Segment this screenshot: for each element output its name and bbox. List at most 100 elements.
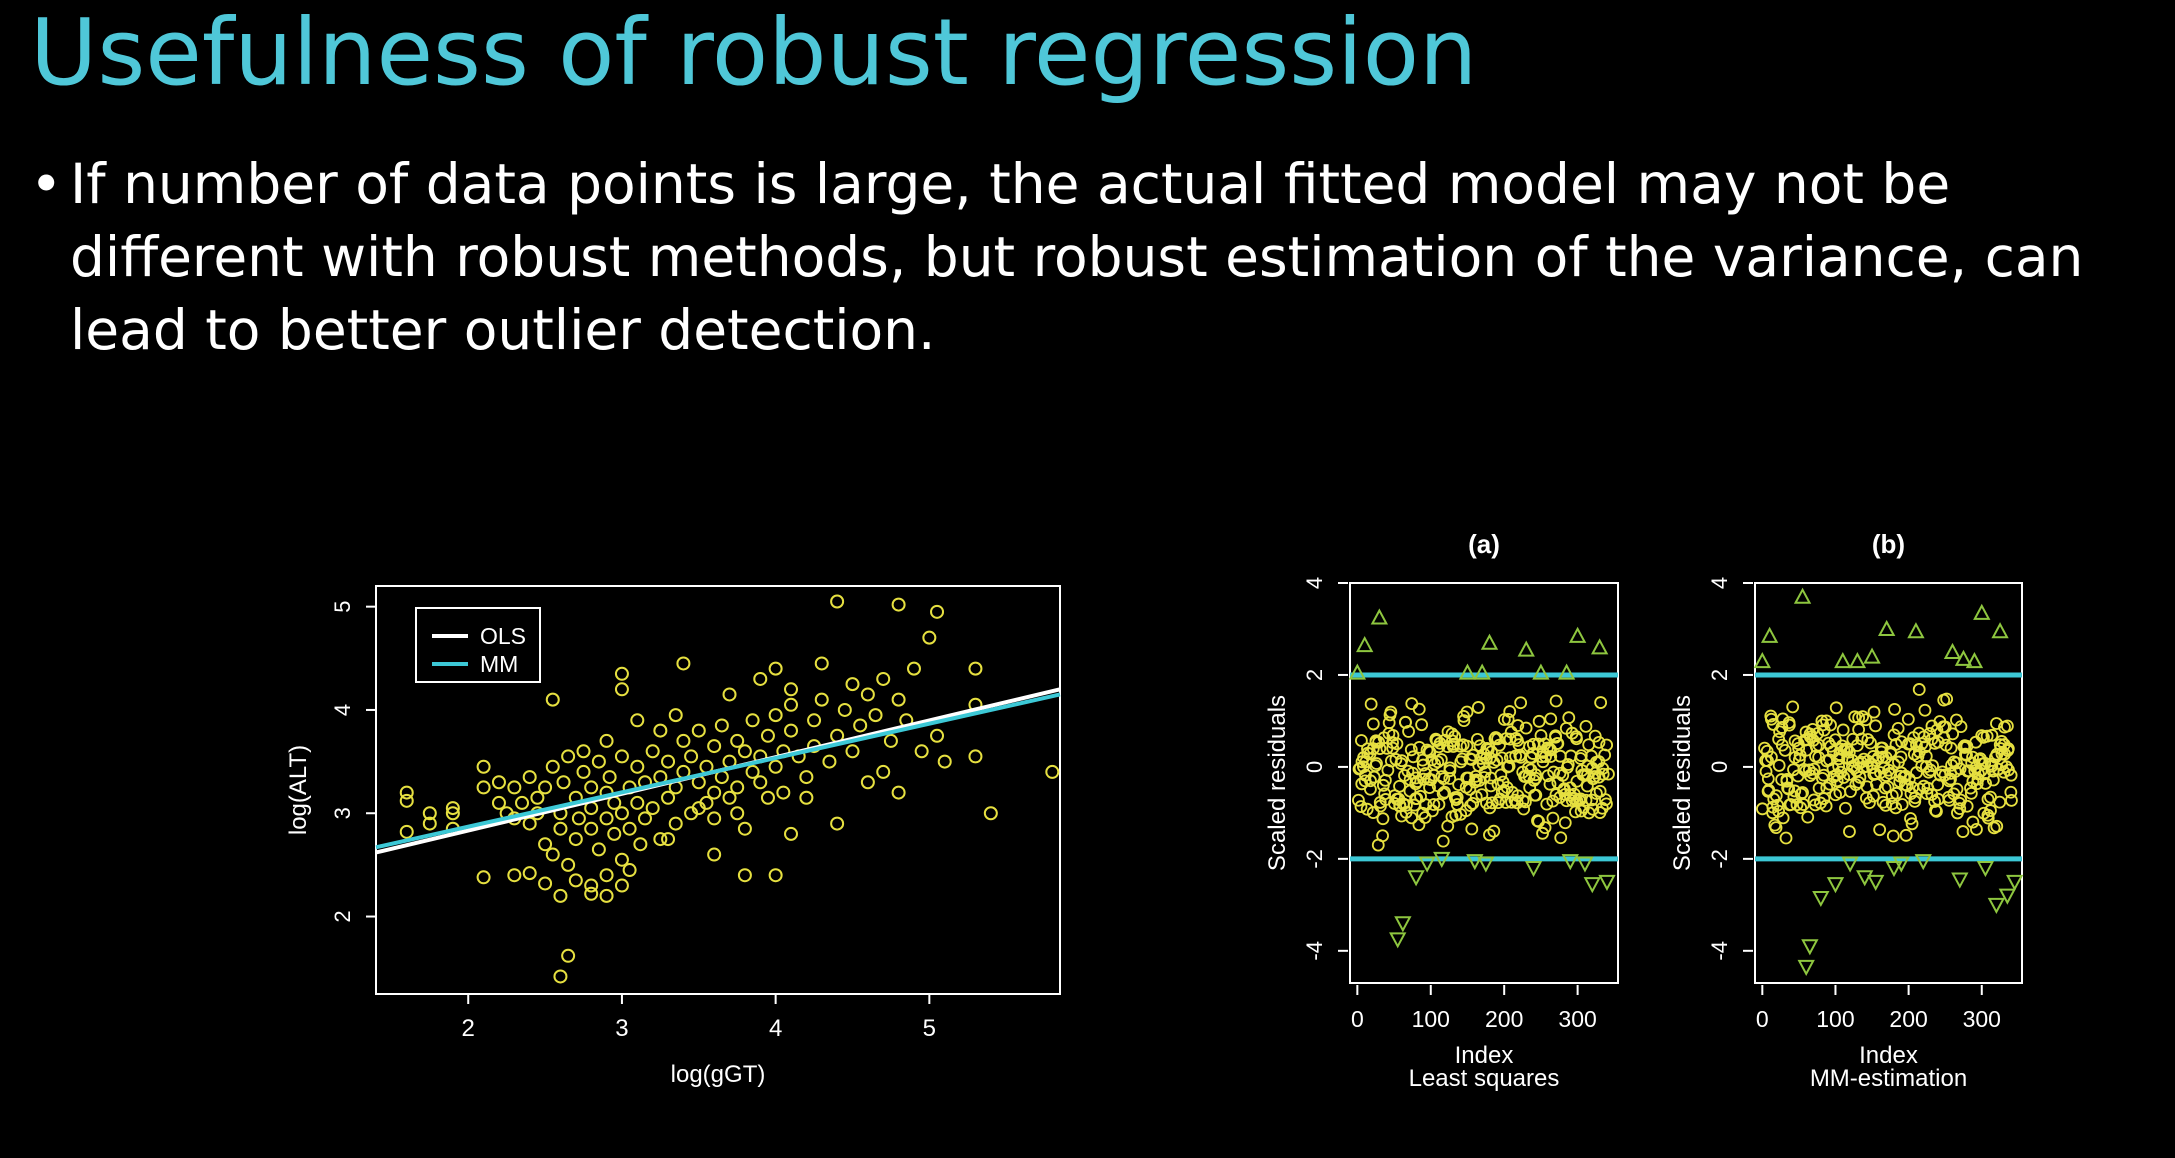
data-point (607, 826, 622, 841)
data-point (571, 811, 586, 826)
residual-point (1788, 734, 1802, 748)
residual-point (1373, 742, 1387, 755)
data-point (630, 795, 645, 810)
x-tick-label: 300 (1558, 1006, 1596, 1032)
x-tick-label: 200 (1889, 1006, 1927, 1032)
residual-point (1503, 705, 1517, 718)
data-point (784, 697, 799, 712)
data-point (630, 713, 645, 728)
data-point (576, 744, 591, 759)
residual-point (1761, 772, 1775, 786)
residual-point (1759, 765, 1773, 778)
data-point (768, 661, 783, 676)
residual-point (1427, 798, 1441, 811)
outlier-up-point (1557, 663, 1576, 680)
residual-point (1465, 822, 1479, 836)
residual-point (1460, 739, 1474, 753)
outlier-down-point (1812, 890, 1830, 908)
data-point (707, 847, 722, 862)
residual-point (1471, 733, 1484, 746)
residual-point (1960, 799, 1974, 813)
residual-point (1788, 784, 1802, 798)
y-tick-label: 2 (1707, 669, 1732, 681)
residual-point (1600, 797, 1613, 811)
data-point (545, 759, 560, 774)
residual-point (1477, 771, 1491, 784)
y-tick-label: -2 (1302, 849, 1327, 869)
data-point (507, 780, 522, 795)
y-tick-label: -4 (1707, 941, 1732, 961)
residual-point (1829, 701, 1843, 715)
residual-point (1435, 770, 1449, 784)
residual-point (1594, 696, 1608, 709)
residual-point (1588, 729, 1602, 743)
residual-point (1986, 773, 2000, 787)
residual-point (1491, 732, 1505, 746)
y-tick-label: 5 (330, 601, 355, 613)
plot-frame (1349, 582, 1619, 984)
residual-point (1873, 823, 1887, 837)
residual-point (1904, 812, 1917, 825)
outlier-up-point (1480, 633, 1499, 650)
outlier-down-point (1576, 856, 1594, 873)
data-point (561, 749, 576, 764)
residual-point (1544, 743, 1558, 757)
panel-title: (a) (1468, 529, 1500, 559)
outlier-up-point (1863, 647, 1881, 664)
x-axis-label: Index (1455, 1042, 1514, 1069)
panel-title: (b) (1872, 529, 1905, 559)
data-point (837, 702, 852, 717)
data-point (676, 656, 691, 671)
y-tick-label: 4 (1707, 577, 1732, 589)
data-point (422, 816, 437, 831)
residual-point (1487, 824, 1501, 838)
outlier-down-point (1407, 870, 1425, 887)
residual-point (1595, 801, 1609, 815)
outlier-up-point (1793, 587, 1812, 604)
residual-point (1942, 774, 1956, 788)
residual-point (1956, 825, 1970, 838)
residual-point (1959, 747, 1972, 761)
data-point (753, 671, 768, 686)
residual-point (1437, 772, 1451, 786)
residual-point (1930, 804, 1943, 818)
residual-point (1529, 788, 1543, 802)
outlier-up-point (1473, 663, 1491, 680)
data-point (891, 692, 906, 707)
residual-point (1863, 796, 1876, 810)
residual-point (1836, 723, 1850, 737)
data-point (584, 780, 599, 795)
residual-point (2004, 768, 2018, 782)
residual-point (1569, 730, 1583, 744)
residual-point (1993, 795, 2007, 809)
residual-point (1786, 700, 1800, 714)
data-point (876, 671, 891, 686)
data-point (399, 785, 414, 800)
residual-point (1803, 769, 1817, 782)
data-point (591, 842, 606, 857)
outlier-up-point (1907, 622, 1925, 639)
residual-point (1471, 701, 1485, 714)
outlier-down-point (1885, 861, 1903, 878)
residual-point (1425, 804, 1439, 818)
residual-point (1756, 802, 1769, 816)
residual-point (1856, 710, 1870, 724)
residual-point (1434, 753, 1448, 766)
data-point (730, 780, 745, 795)
x-axis-label: Index (1859, 1042, 1918, 1069)
residual-point (1447, 737, 1461, 751)
y-tick-label: 2 (1302, 669, 1327, 681)
residual-point (1802, 763, 1816, 777)
data-point (445, 801, 460, 816)
data-point (814, 656, 829, 671)
data-point (538, 837, 553, 852)
residual-point (1823, 777, 1837, 791)
residual-point (1816, 718, 1830, 732)
data-point (799, 790, 814, 805)
residual-point (1438, 785, 1451, 799)
legend-label: MM (480, 651, 518, 677)
data-point (476, 780, 491, 795)
outlier-down-point (1797, 959, 1815, 977)
outlier-up-point (1965, 652, 1984, 669)
outlier-up-point (1834, 652, 1852, 669)
